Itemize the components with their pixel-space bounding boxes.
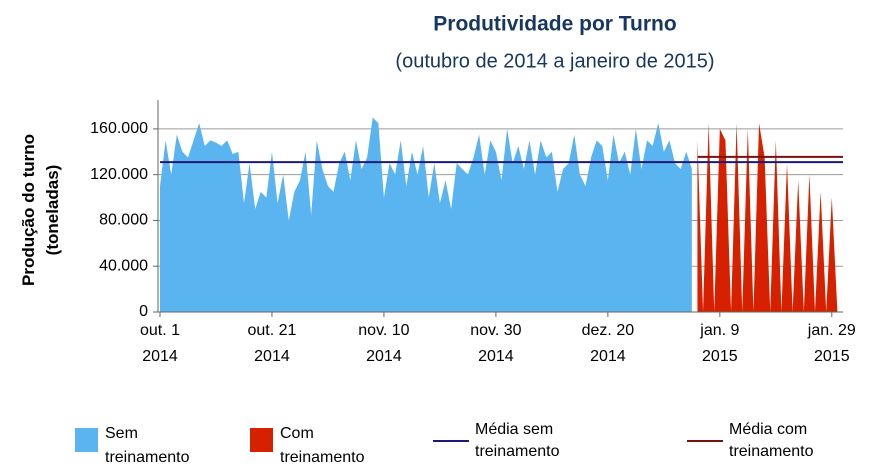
x-tick-label: out. 21 2014 [247, 322, 296, 365]
legend-swatch [75, 428, 98, 452]
y-tick-label: 0 [139, 303, 148, 320]
legend-label: Com treinamento [280, 425, 365, 466]
y-tick-label: 160.000 [90, 120, 148, 137]
x-tick-label-line: out. 1 [140, 322, 180, 339]
y-axis-label-line: (toneladas) [43, 165, 62, 256]
x-tick-label-line: 2014 [478, 348, 514, 365]
legend-label: Média com treinamento [729, 421, 814, 460]
legend-label-line: treinamento [280, 449, 365, 466]
x-tick-label-line: out. 21 [247, 322, 296, 339]
area [160, 117, 692, 312]
x-tick-label-line: jan. 29 [807, 322, 856, 339]
x-tick-label-line: dez. 20 [582, 322, 635, 339]
x-tick-label-line: 2015 [814, 348, 850, 365]
x-tick-label-line: jan. 9 [699, 322, 739, 339]
legend-label-line: treinamento [475, 443, 560, 460]
x-tick-label: jan. 29 2015 [807, 322, 856, 365]
x-tick-label-line: 2014 [590, 348, 626, 365]
x-tick-label-line: 2014 [142, 348, 178, 365]
y-tick-label: 120.000 [90, 166, 148, 183]
y-axis-label-line: Produção do turno [19, 134, 38, 286]
x-tick-label: dez. 20 2014 [582, 322, 635, 365]
x-tick-label: out. 1 2014 [140, 322, 180, 365]
y-axis-label: Produção do turno (toneladas) [19, 134, 62, 286]
legend-label-line: treinamento [105, 449, 190, 466]
x-tick-label: jan. 9 2015 [699, 322, 739, 365]
legend-label-line: treinamento [729, 443, 814, 460]
legend-label-line: Média sem [475, 421, 553, 438]
x-tick-label-line: nov. 10 [358, 322, 409, 339]
legend-label: Sem treinamento [105, 425, 190, 466]
legend-label-line: Média com [729, 421, 807, 438]
x-tick-label: nov. 10 2014 [358, 322, 409, 365]
chart-subtitle: (outubro de 2014 a janeiro de 2015) [395, 50, 714, 72]
x-tick-label-line: 2014 [254, 348, 290, 365]
legend-label-line: Sem [105, 425, 138, 442]
y-tick-label: 80.000 [99, 212, 148, 229]
x-tick-label-line: 2014 [366, 348, 402, 365]
x-tick-label-line: nov. 30 [470, 322, 521, 339]
chart-title: Produtividade por Turno [433, 13, 676, 36]
x-tick-label: nov. 30 2014 [470, 322, 521, 365]
y-tick-label: 40.000 [99, 257, 148, 274]
legend-swatch [250, 428, 273, 452]
area [697, 123, 843, 313]
legend-label-line: Com [280, 425, 314, 442]
legend-label: Média sem treinamento [475, 421, 560, 460]
x-tick-label-line: 2015 [702, 348, 738, 365]
